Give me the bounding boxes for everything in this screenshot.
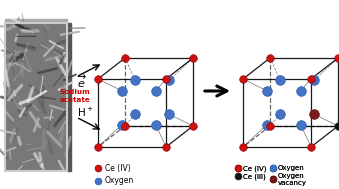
Bar [5, 23, 67, 171]
Polygon shape [5, 19, 67, 23]
Text: Sodium
acetate: Sodium acetate [60, 89, 91, 103]
Polygon shape [67, 23, 71, 171]
Text: $\overrightarrow{e}$: $\overrightarrow{e}$ [77, 74, 87, 90]
Bar [5, 23, 67, 171]
Text: $\mathrm{H}^+$: $\mathrm{H}^+$ [77, 105, 94, 119]
Legend: Ce (IV), Ce (III), Oxygen, Oxygen
vacancy: Ce (IV), Ce (III), Oxygen, Oxygen vacanc… [236, 165, 307, 186]
